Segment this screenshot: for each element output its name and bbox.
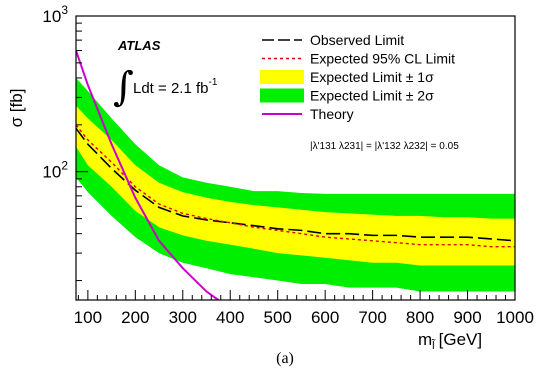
x-tick-label: 700 (358, 308, 386, 327)
x-axis-title-subscript: l̃ (431, 339, 436, 352)
legend-item: Expected 95% CL Limit (262, 51, 455, 67)
x-tick-label: 400 (216, 308, 244, 327)
band-1sigma (76, 105, 515, 266)
figure-caption: (a) (276, 350, 294, 367)
experiment-label: ATLAS (117, 38, 161, 53)
x-axis-title: ml̃ [GeV] (418, 330, 482, 352)
expected-limit-line (76, 124, 515, 248)
x-axis-title-unit: [GeV] (439, 330, 482, 349)
y-axis-title: σ [fb] (7, 89, 26, 128)
luminosity-value: Ldt = 2.1 fb-1 (133, 77, 218, 97)
observed-limit-line (76, 127, 515, 242)
legend-item: Expected Limit ± 2σ (260, 88, 434, 104)
y-tick-label: 102 (42, 159, 68, 182)
legend-label: Expected Limit ± 1σ (310, 69, 434, 85)
legend-label: Expected Limit ± 2σ (310, 88, 434, 104)
luminosity-label: ∫ Ldt = 2.1 fb-1 (113, 64, 218, 110)
coupling-note: |λ'131 λ231| = |λ'132 λ232| = 0.05 (310, 141, 459, 152)
legend-label: Theory (310, 106, 354, 122)
lines-layer (76, 50, 515, 300)
bands-layer (76, 77, 515, 292)
x-tick-label: 1000 (496, 308, 534, 327)
x-tick-label: 600 (311, 308, 339, 327)
legend-label: Observed Limit (310, 32, 404, 48)
x-tick-label: 500 (264, 308, 292, 327)
x-tick-label: 800 (406, 308, 434, 327)
x-tick-label: 200 (121, 308, 149, 327)
legend-label: Expected 95% CL Limit (310, 51, 455, 67)
x-tick-label: 100 (74, 308, 102, 327)
x-tick-label: 900 (453, 308, 481, 327)
legend-item: Theory (262, 106, 354, 122)
integral-sign-icon: ∫ (113, 64, 134, 110)
legend-swatch (260, 88, 304, 103)
plot-frame (75, 15, 516, 301)
legend-item: Expected Limit ± 1σ (260, 69, 434, 85)
legend-item: Observed Limit (262, 32, 404, 48)
ticks-layer: 100 200 300 400 500 600 700 800 900 1000 102 103 (42, 3, 534, 327)
legend-swatch (260, 70, 304, 84)
x-tick-label: 300 (169, 308, 197, 327)
legend: Observed Limit Expected 95% CL Limit Expec… (260, 32, 455, 122)
x-axis-title-symbol: m (418, 330, 432, 349)
theory-line (76, 50, 219, 300)
y-tick-label: 103 (42, 3, 68, 26)
